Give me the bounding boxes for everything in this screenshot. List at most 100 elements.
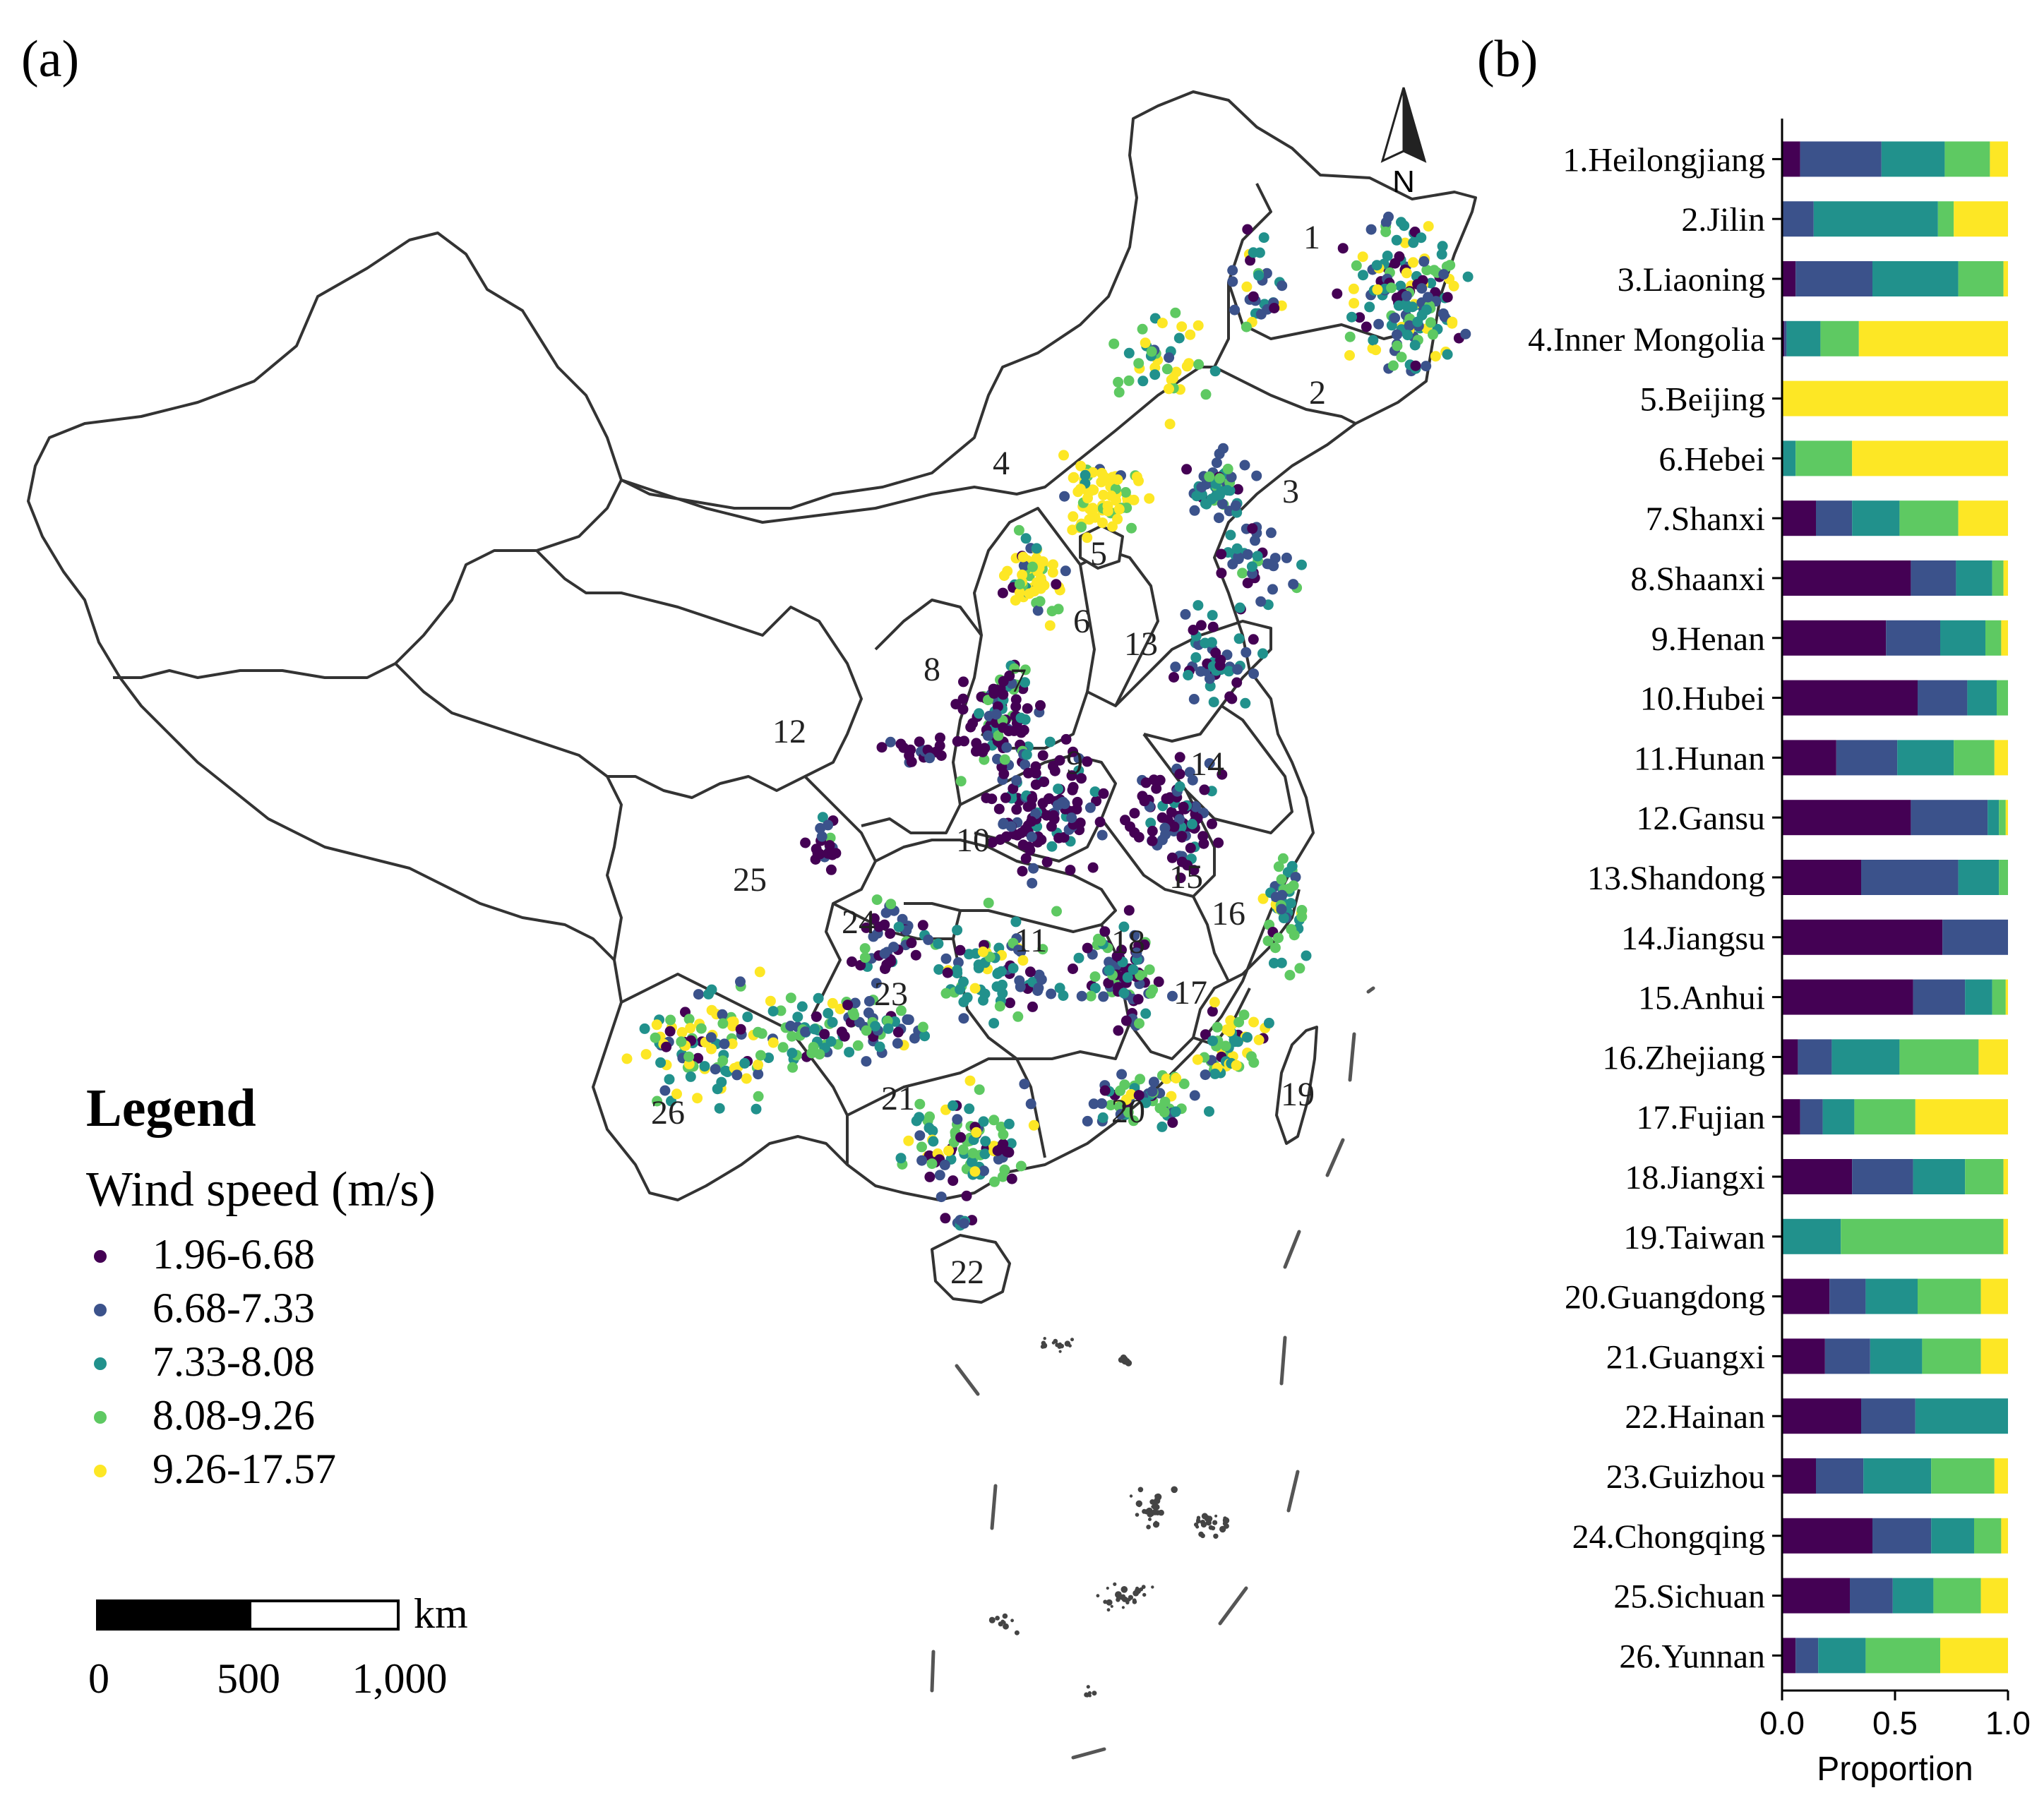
region-label-23: 23 bbox=[874, 975, 908, 1013]
bar-segment bbox=[1852, 1159, 1913, 1194]
island-speck bbox=[1003, 1623, 1009, 1630]
wind-site-point bbox=[1041, 856, 1053, 868]
y-tick-label: 21.Guangxi bbox=[1606, 1338, 1765, 1376]
wind-site-point bbox=[1216, 548, 1227, 560]
wind-site-point bbox=[1399, 237, 1411, 248]
wind-site-point bbox=[1088, 1098, 1099, 1110]
wind-site-point bbox=[1149, 369, 1161, 380]
wind-site-point bbox=[1037, 944, 1048, 955]
wind-site-point bbox=[1248, 1057, 1260, 1068]
bar-segment bbox=[1782, 620, 1887, 656]
wind-site-point bbox=[1277, 853, 1289, 864]
bar-segment bbox=[1818, 1638, 1866, 1674]
dash-11 bbox=[1366, 986, 1375, 994]
wind-site-point bbox=[1145, 987, 1157, 999]
wind-site-point bbox=[1123, 375, 1135, 386]
wind-site-point bbox=[1167, 1117, 1178, 1128]
wind-site-point bbox=[1096, 1098, 1107, 1109]
wind-site-point bbox=[924, 1111, 936, 1122]
wind-site-point bbox=[1217, 498, 1228, 510]
island-speck bbox=[1106, 1599, 1113, 1606]
wind-site-point bbox=[934, 1170, 945, 1181]
wind-site-point bbox=[1006, 1173, 1017, 1184]
wind-site-point bbox=[1276, 874, 1287, 885]
wind-site-point bbox=[1224, 666, 1235, 677]
wind-site-point bbox=[928, 1136, 939, 1147]
wind-site-point bbox=[1190, 801, 1202, 812]
bar-segment bbox=[1965, 1159, 2004, 1194]
island-speck bbox=[1204, 1515, 1210, 1520]
wind-site-point bbox=[1113, 387, 1125, 398]
wind-site-point bbox=[914, 1098, 926, 1110]
wind-site-point bbox=[1416, 283, 1428, 294]
wind-site-point bbox=[1408, 257, 1418, 268]
wind-site-point bbox=[1164, 383, 1174, 395]
bar-row bbox=[1782, 1159, 2008, 1194]
island-speck bbox=[1113, 1582, 1117, 1586]
wind-site-point bbox=[1217, 769, 1228, 780]
legend-items: 1.96-6.68 6.68-7.33 7.33-8.08 8.08-9.26 … bbox=[94, 1231, 336, 1492]
wind-site-point bbox=[814, 1049, 825, 1060]
bar-segment bbox=[1795, 440, 1853, 476]
region-label-12: 12 bbox=[772, 713, 806, 750]
dash-4 bbox=[1279, 1335, 1287, 1386]
y-tick-label: 7.Shanxi bbox=[1646, 500, 1765, 538]
island-speck bbox=[1148, 1518, 1152, 1521]
wind-site-point bbox=[815, 822, 826, 834]
bar-row bbox=[1782, 320, 2008, 356]
wind-site-point bbox=[1131, 472, 1142, 483]
wind-site-point bbox=[1373, 318, 1385, 330]
bar-segment bbox=[1872, 1518, 1932, 1554]
wind-site-point bbox=[1053, 604, 1064, 615]
wind-site-point bbox=[1207, 818, 1217, 829]
wind-site-point bbox=[1105, 1100, 1116, 1111]
wind-site-point bbox=[1258, 232, 1269, 244]
region-label-20: 20 bbox=[1111, 1093, 1145, 1130]
wind-site-point bbox=[812, 848, 823, 859]
wind-site-point bbox=[755, 1050, 766, 1061]
wind-site-point bbox=[1054, 983, 1065, 994]
wind-site-point bbox=[683, 1014, 695, 1025]
wind-site-point bbox=[1113, 376, 1124, 388]
dash-2 bbox=[1325, 1138, 1345, 1177]
wind-site-point bbox=[1332, 288, 1343, 299]
wind-site-point bbox=[1273, 861, 1284, 872]
wind-site-point bbox=[914, 736, 925, 748]
bar-row bbox=[1782, 1638, 2008, 1674]
wind-site-point bbox=[1233, 633, 1245, 644]
wind-site-point bbox=[1276, 957, 1287, 968]
wind-site-point bbox=[998, 768, 1010, 779]
island-speck bbox=[1059, 1343, 1064, 1349]
wind-site-point bbox=[735, 1023, 746, 1035]
dash-3 bbox=[1283, 1230, 1301, 1269]
wind-site-point bbox=[1197, 831, 1209, 842]
wind-site-point bbox=[988, 1115, 1000, 1126]
bar-segment bbox=[1940, 1638, 2008, 1674]
wind-site-point bbox=[998, 570, 1010, 581]
wind-site-point bbox=[1082, 942, 1093, 954]
wind-site-point bbox=[999, 1164, 1010, 1175]
wind-site-point bbox=[1000, 792, 1011, 803]
bar-segment bbox=[1858, 320, 2008, 356]
bar-segment bbox=[1822, 1099, 1855, 1135]
island-speck bbox=[1154, 1494, 1159, 1499]
island-speck bbox=[988, 1616, 996, 1623]
wind-site-point bbox=[1028, 863, 1039, 874]
wind-site-point bbox=[1170, 307, 1181, 318]
bar-segment bbox=[2003, 560, 2008, 596]
wind-site-point bbox=[1222, 463, 1233, 474]
wind-site-point bbox=[824, 840, 835, 851]
island-speck bbox=[1092, 1691, 1097, 1696]
wind-site-point bbox=[1224, 1026, 1236, 1037]
wind-site-point bbox=[924, 1171, 936, 1182]
wind-site-point bbox=[958, 1218, 969, 1229]
wind-site-point bbox=[1207, 610, 1218, 621]
wind-site-point bbox=[1231, 543, 1243, 554]
wind-site-point bbox=[1204, 673, 1215, 684]
wind-site-point bbox=[671, 1088, 682, 1100]
bar-segment bbox=[1782, 261, 1796, 296]
region-label-22: 22 bbox=[950, 1254, 984, 1291]
wind-site-point bbox=[1242, 1032, 1253, 1043]
province-map bbox=[27, 90, 1477, 1304]
wind-site-point bbox=[1247, 523, 1258, 534]
